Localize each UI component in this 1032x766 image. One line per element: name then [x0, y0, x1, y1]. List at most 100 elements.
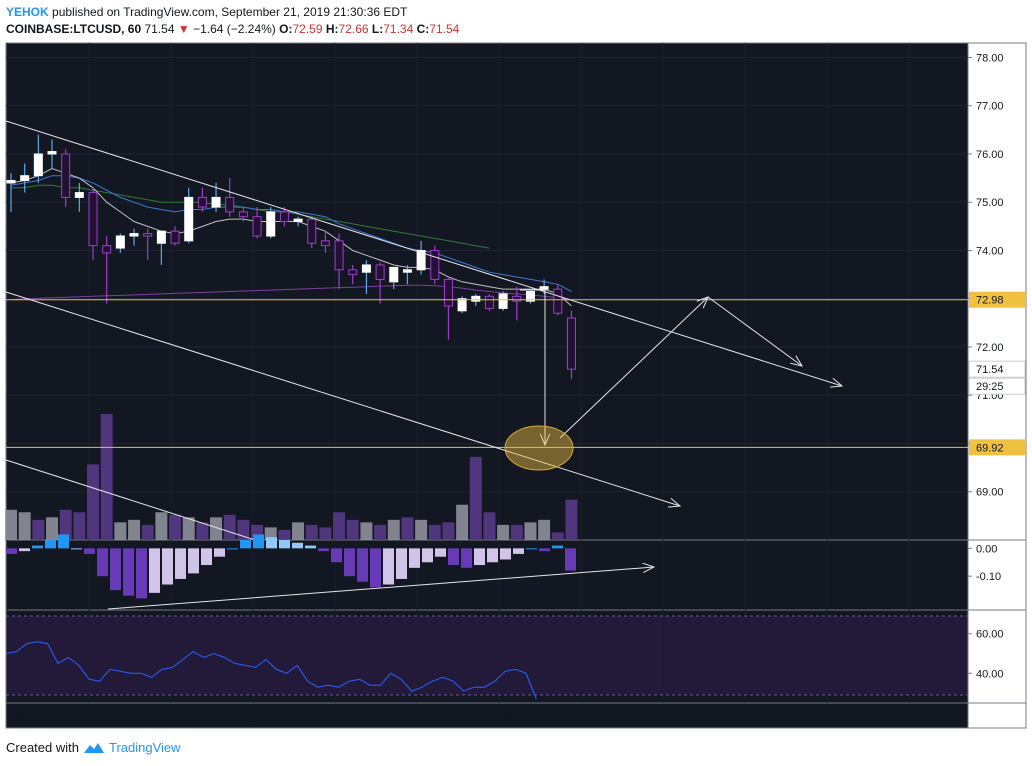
close-value: 71.54 — [429, 22, 460, 36]
volume-bar — [497, 524, 510, 540]
candle-body — [389, 266, 399, 283]
candle-body — [375, 264, 385, 280]
time-tick-label: 12:00 — [75, 713, 103, 725]
macd-trendline — [107, 566, 655, 610]
macd-histogram-bar — [422, 548, 433, 563]
macd-histogram-bar — [513, 548, 524, 554]
macd-histogram-bar — [383, 548, 394, 585]
volume-bar — [114, 522, 127, 540]
time-tick-label: 06:00 — [649, 713, 677, 725]
macd-histogram-bar — [487, 548, 498, 563]
volume-bar — [305, 524, 318, 540]
candle-body — [430, 249, 440, 280]
volume-bar — [169, 514, 182, 540]
price-tick-label: 72.00 — [976, 342, 1004, 354]
macd-histogram-bar — [32, 545, 43, 549]
price-tick-label: 78.00 — [976, 52, 1004, 64]
reject-path-arrow — [707, 296, 803, 367]
candle-body — [443, 278, 453, 307]
last-price-label: 71.54 — [976, 364, 1004, 376]
price-tick-label: 75.00 — [976, 197, 1004, 209]
candle-body — [484, 295, 494, 309]
volume-trendline — [5, 459, 256, 541]
volume-bar — [333, 512, 346, 540]
volume-bar — [5, 509, 17, 540]
macd-histogram-bar — [370, 548, 381, 588]
time-tick-label: 23 — [903, 713, 915, 725]
candle-body — [47, 151, 57, 155]
candle-body — [457, 298, 467, 312]
close-label: C: — [416, 22, 430, 36]
candle-body — [61, 153, 71, 198]
macd-histogram-bar — [162, 548, 173, 585]
macd-tick-label: -0.10 — [976, 571, 1001, 583]
macd-histogram-bar — [344, 548, 355, 577]
volume-bar — [565, 499, 578, 540]
volume-bar — [155, 512, 168, 540]
macd-histogram-bar — [565, 548, 576, 571]
last-price: 71.54 — [144, 22, 175, 36]
macd-histogram-bar — [305, 545, 316, 549]
time-tick-label: 21 — [247, 713, 259, 725]
candle-body — [184, 196, 194, 242]
candle-body — [211, 196, 221, 208]
volume-bar — [210, 517, 223, 540]
volume-bar — [46, 517, 59, 540]
reject-path-arrow-head — [790, 355, 804, 367]
candle-body — [225, 196, 235, 213]
open-label: O: — [279, 22, 293, 36]
candle-body — [252, 216, 262, 237]
level-label-bg — [969, 439, 1025, 456]
candle-body — [156, 230, 166, 244]
volume-bar — [510, 524, 523, 540]
tradingview-brand[interactable]: TradingView — [108, 740, 181, 755]
change-arrow: ▼ — [177, 22, 190, 36]
macd-histogram-bar — [110, 548, 121, 591]
macd-histogram-bar — [539, 548, 550, 552]
symbol-label[interactable]: COINBASE:LTCUSD, 60 — [6, 22, 142, 36]
candle-body — [416, 249, 426, 271]
volume-bar — [551, 532, 564, 540]
candle-body — [307, 218, 317, 244]
macd-tick-label: 0.00 — [976, 543, 997, 555]
candle-body — [279, 211, 289, 223]
macd-histogram-bar — [279, 540, 290, 549]
macd-histogram-bar — [227, 548, 238, 550]
candle-body — [320, 240, 330, 247]
macd-histogram-bar — [526, 548, 537, 550]
support-circle — [504, 425, 574, 471]
footer: Created with TradingView — [6, 740, 181, 755]
candle-body — [498, 293, 508, 309]
author-name[interactable]: YEHOK — [6, 5, 49, 19]
candle-body — [129, 233, 139, 237]
high-value: 72.66 — [338, 22, 369, 36]
volume-bar — [387, 519, 400, 540]
volume-bar — [223, 514, 236, 540]
volume-bar — [292, 522, 305, 540]
volume-bar — [401, 517, 414, 540]
macd-histogram-bar — [266, 537, 277, 549]
candle-body — [238, 211, 248, 218]
macd-trendline-head — [642, 562, 656, 573]
macd-histogram-bar — [45, 540, 56, 549]
macd-histogram-bar — [435, 548, 446, 557]
candle-body — [74, 192, 84, 198]
candle-body — [525, 291, 535, 302]
price-tick-label: 76.00 — [976, 149, 1004, 161]
macd-histogram-bar — [58, 534, 69, 549]
volume-bar — [456, 504, 469, 540]
candle-body — [170, 230, 180, 244]
chart-canvas[interactable]: 78.0077.0076.0075.0074.0073.0072.0071.00… — [0, 0, 1032, 740]
price-tick-label: 74.00 — [976, 245, 1004, 257]
time-tick-label: 12:00 — [403, 713, 431, 725]
candle-body — [197, 196, 207, 208]
rsi-tick-label: 60.00 — [976, 629, 1004, 641]
macd-histogram-bar — [357, 548, 368, 582]
volume-bar — [59, 509, 72, 540]
time-tick-label: 18:00 — [157, 713, 185, 725]
candle-body — [402, 269, 412, 273]
created-with-text: Created with — [6, 740, 79, 755]
candle-body — [88, 192, 98, 247]
candle-body — [266, 211, 276, 237]
time-tick-label: 12:00 — [731, 713, 759, 725]
